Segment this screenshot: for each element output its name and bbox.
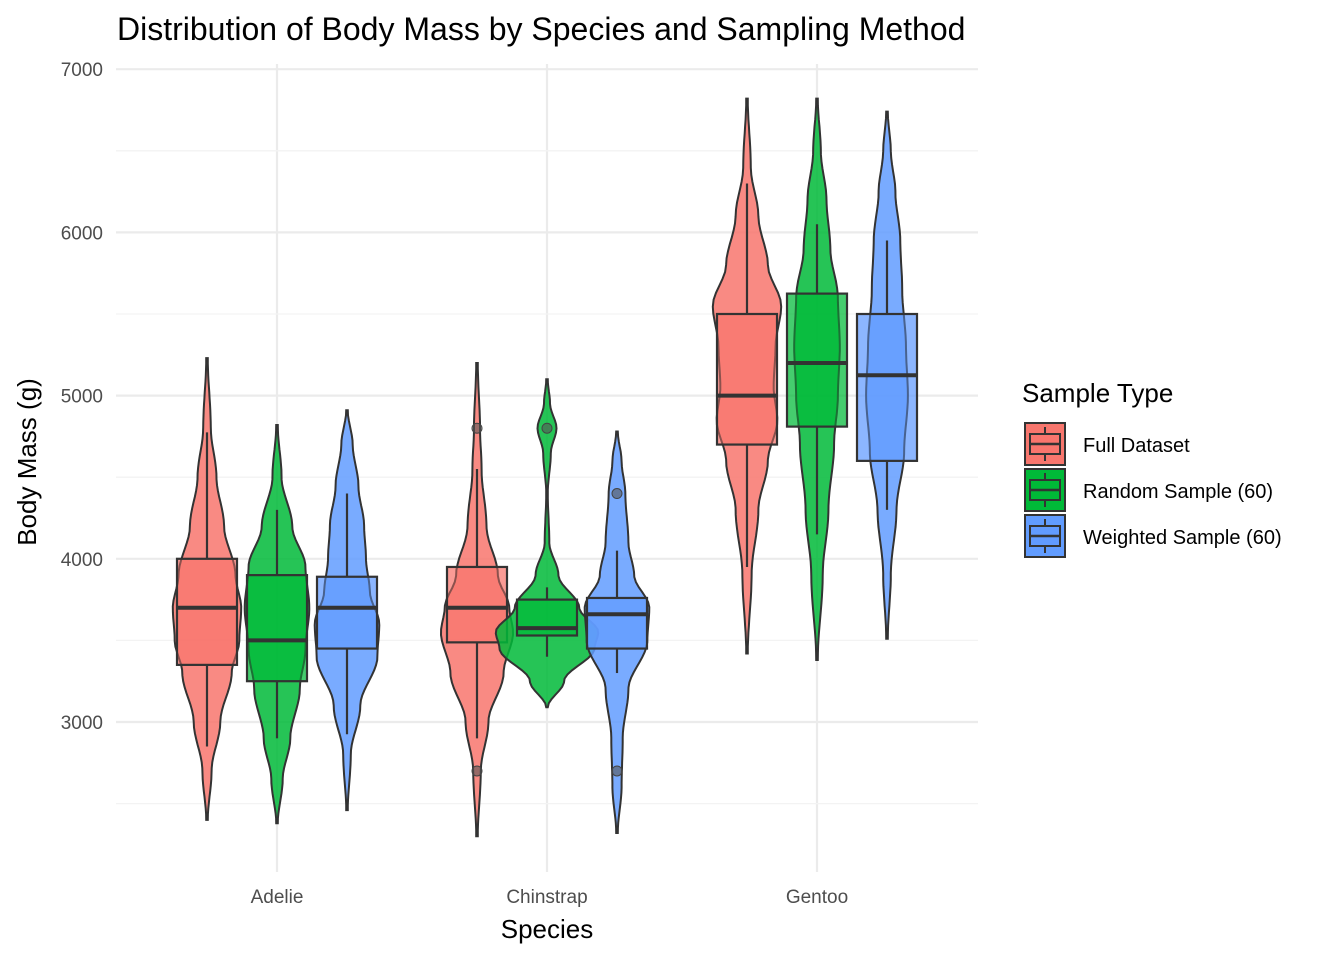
box-gentoo [855, 312, 919, 462]
box-adelie [245, 574, 309, 683]
series-full-dataset [171, 97, 783, 838]
y-tick-label: 3000 [61, 713, 103, 734]
violin-gentoo [711, 97, 783, 655]
box-adelie [315, 575, 379, 650]
y-axis-title: Body Mass (g) [12, 378, 42, 546]
y-axis-ticks: 3000 4000 5000 6000 7000 [61, 60, 103, 734]
legend-label: Random Sample (60) [1083, 481, 1273, 503]
legend-label: Weighted Sample (60) [1083, 527, 1282, 549]
x-tick-label: Gentoo [786, 887, 848, 908]
y-tick-label: 6000 [61, 223, 103, 244]
box-gentoo [715, 312, 779, 446]
outlier-point-chinstrap [611, 488, 623, 500]
legend-key-1: Full Dataset [1024, 422, 1190, 466]
violin-adelie [313, 409, 381, 812]
outlier-point-chinstrap [471, 422, 483, 434]
violin-chinstrap [439, 362, 515, 838]
outlier-point-chinstrap [471, 765, 483, 777]
legend: Sample Type Full Dataset Random Sample (6… [1022, 378, 1282, 558]
y-tick-label: 4000 [61, 550, 103, 571]
box-gentoo [785, 292, 849, 428]
legend-title: Sample Type [1022, 378, 1173, 408]
violin-chinstrap [583, 430, 651, 834]
x-axis-ticks: Adelie Chinstrap Gentoo [251, 887, 849, 908]
violin-adelie [243, 424, 311, 825]
x-axis-title: Species [501, 914, 594, 944]
chart-title: Distribution of Body Mass by Species and… [117, 11, 965, 47]
violin-gentoo [793, 97, 841, 661]
legend-key-3: Weighted Sample (60) [1024, 514, 1282, 558]
outlier-point-chinstrap [541, 422, 553, 434]
series-weighted-sample-60 [313, 110, 919, 834]
outlier-point-chinstrap [611, 765, 623, 777]
plot-marks [171, 97, 919, 838]
legend-label: Full Dataset [1083, 435, 1190, 457]
box-chinstrap [585, 596, 649, 650]
x-tick-label: Chinstrap [506, 887, 587, 908]
x-tick-label: Adelie [251, 887, 304, 908]
y-tick-label: 5000 [61, 387, 103, 408]
legend-key-2: Random Sample (60) [1024, 468, 1273, 512]
series-random-sample-60 [243, 97, 849, 825]
box-adelie [175, 557, 239, 666]
y-tick-label: 7000 [61, 60, 103, 81]
